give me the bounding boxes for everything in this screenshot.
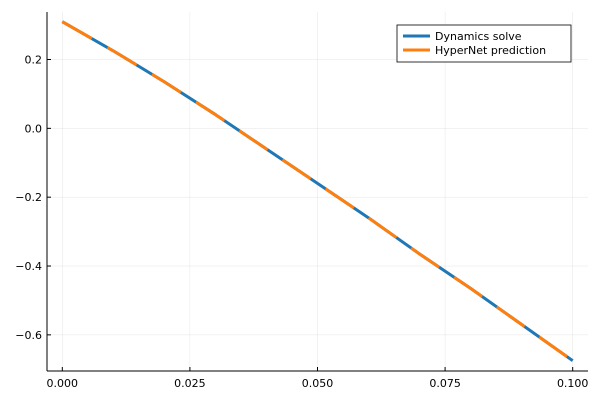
y-ticks: −0.6 −0.4 −0.2 0.0 0.2 xyxy=(15,53,51,342)
legend-label-hypernet-prediction: HyperNet prediction xyxy=(435,44,546,57)
y-tick-label: −0.6 xyxy=(15,329,42,342)
x-tick-label: 0.075 xyxy=(429,377,461,390)
x-ticks: 0.000 0.025 0.050 0.075 0.100 xyxy=(47,367,589,390)
x-tick-label: 0.000 xyxy=(47,377,79,390)
x-tick-label: 0.025 xyxy=(174,377,206,390)
y-tick-label: −0.2 xyxy=(15,191,42,204)
y-tick-label: 0.0 xyxy=(25,122,43,135)
series-line-dynamics-solve xyxy=(61,20,574,362)
x-tick-label: 0.100 xyxy=(557,377,589,390)
y-tick-label: 0.2 xyxy=(25,53,43,66)
series-group xyxy=(61,20,574,362)
y-tick-label: −0.4 xyxy=(15,260,42,273)
legend-box xyxy=(396,24,572,63)
legend: Dynamics solve HyperNet prediction xyxy=(396,24,572,63)
legend-label-dynamics-solve: Dynamics solve xyxy=(435,30,522,43)
x-tick-label: 0.050 xyxy=(302,377,334,390)
